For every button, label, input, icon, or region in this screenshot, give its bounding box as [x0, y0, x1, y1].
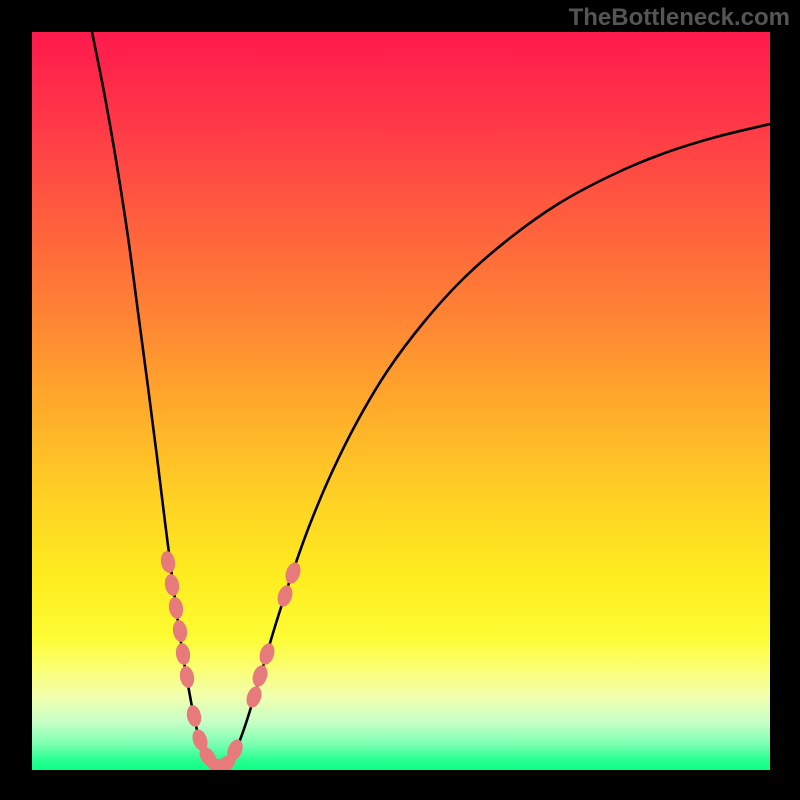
plot-area [32, 32, 770, 770]
chart-frame: TheBottleneck.com [0, 0, 800, 800]
chart-svg [32, 32, 770, 770]
watermark-text: TheBottleneck.com [569, 4, 790, 32]
gradient-background [32, 32, 770, 770]
